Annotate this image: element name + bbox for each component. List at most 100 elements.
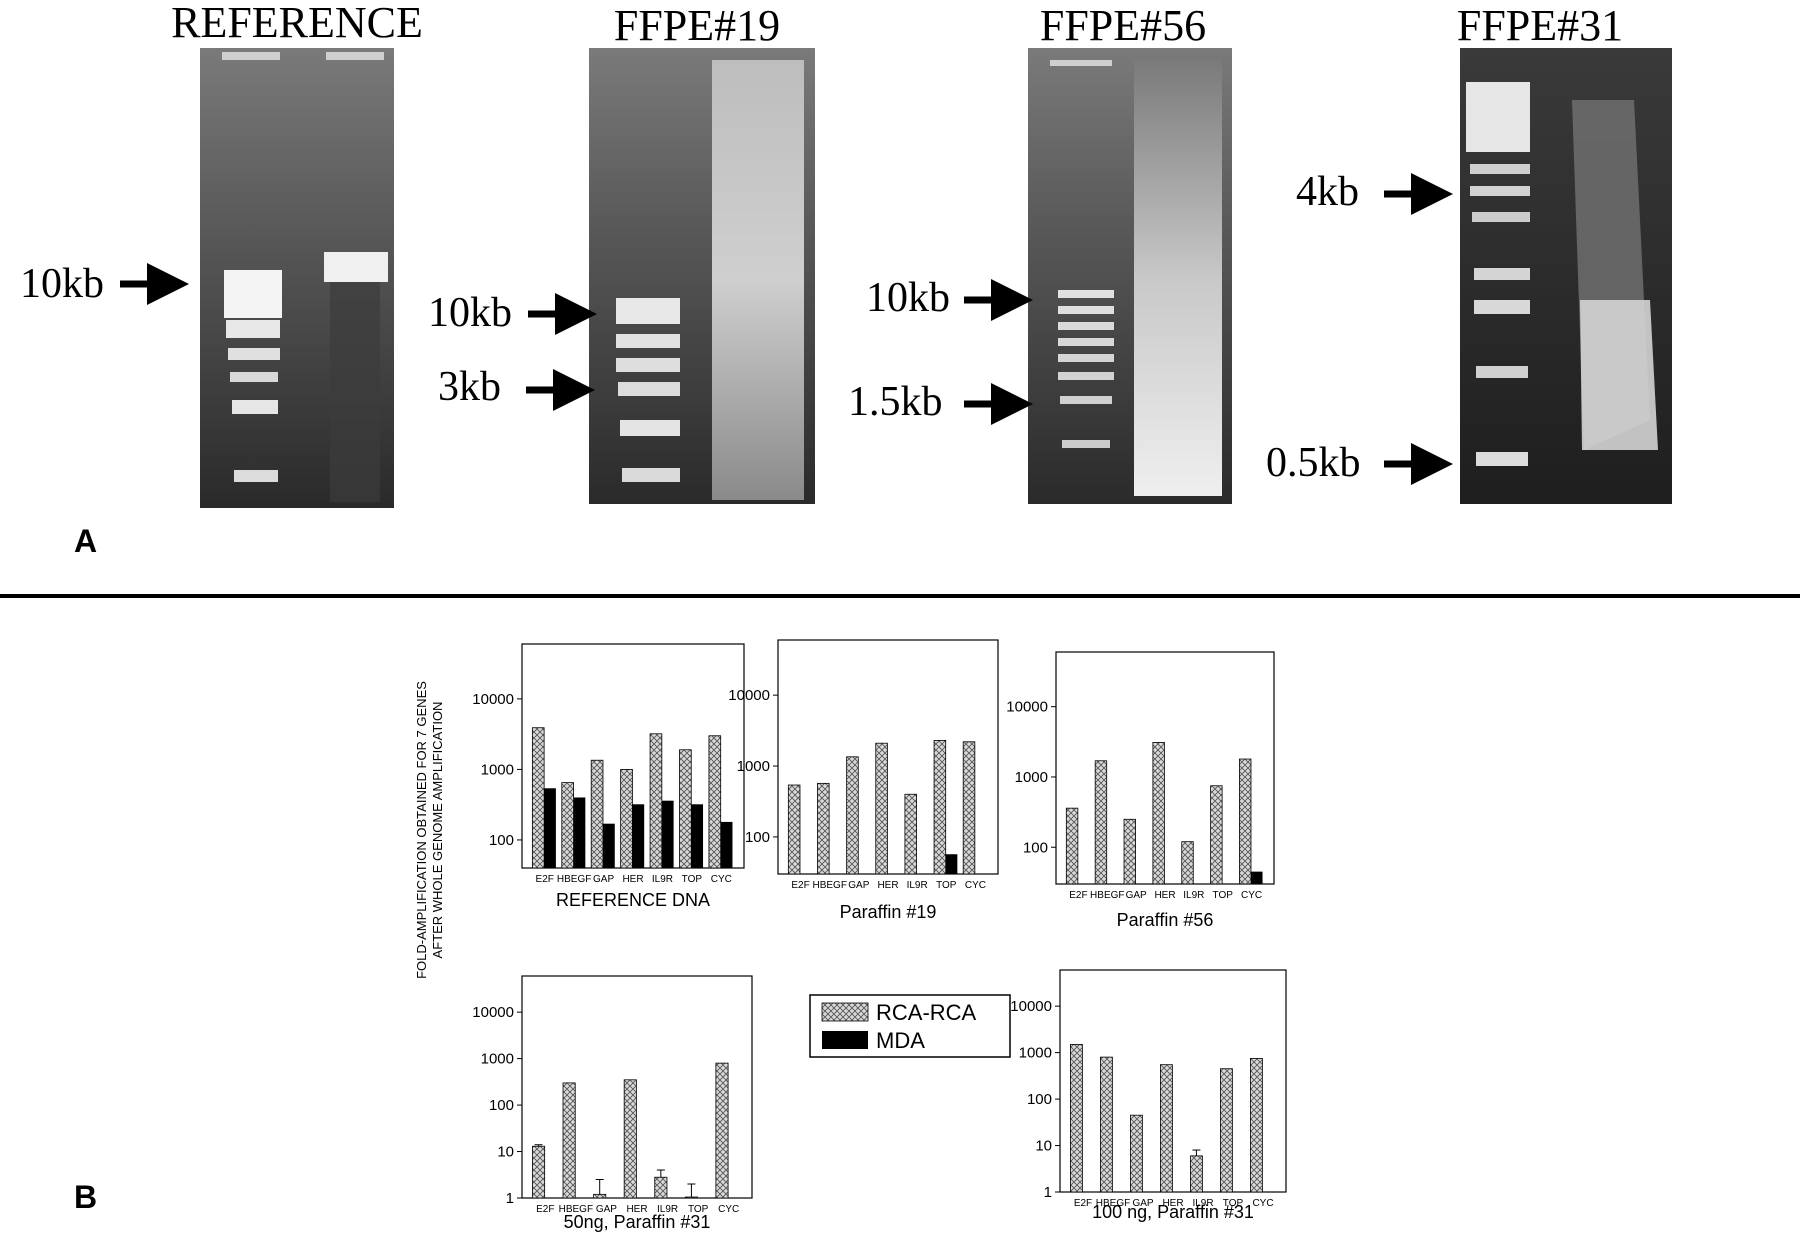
x-tick-label: E2F xyxy=(536,1204,554,1215)
chart-4: 1 10 100 1000 10000 E2F HBEGF GAP HER IL9R TOP CYC 5… xyxy=(472,975,753,1232)
ladder-lane xyxy=(222,52,282,482)
x-tick-label: GAP xyxy=(596,1204,617,1215)
bar-rca-her xyxy=(623,1079,637,1199)
legend-swatch-mda xyxy=(822,1031,868,1049)
bar-rca-her xyxy=(620,769,633,869)
y-tick-label: 10 xyxy=(497,1144,514,1161)
ladder-lane xyxy=(1466,82,1530,466)
gel-title: FFPE#56 xyxy=(1040,1,1206,50)
chart-2: 100 1000 10000 E2F HBEGF GAP HER IL9R TOP CYC Para… xyxy=(728,639,999,922)
gel-title: FFPE#31 xyxy=(1457,1,1623,50)
chart-5: 1 10 100 1000 10000 E2F HBEGF GAP HER IL9R TOP CYC1… xyxy=(1010,969,1287,1222)
ladder-lane xyxy=(1050,60,1114,448)
y-axis-label-line2: AFTER WHOLE GENOME AMPLIFICATION xyxy=(430,702,445,959)
x-tick-label: GAP xyxy=(1132,1198,1153,1209)
bar-mda-top xyxy=(691,804,704,868)
bar-rca-il9r xyxy=(649,733,663,869)
x-tick-label: HBEGF xyxy=(1090,890,1124,901)
x-tick-label: TOP xyxy=(1213,890,1234,901)
bar-rca-il9r xyxy=(1190,1155,1203,1193)
y-tick-label: 10000 xyxy=(1006,699,1048,716)
bar-rca-top xyxy=(679,749,692,869)
bar-rca-e2f xyxy=(1065,807,1079,885)
legend: RCA-RCA MDA xyxy=(809,994,1011,1058)
chart-title: Paraffin #56 xyxy=(1117,910,1214,930)
bar-rca-top xyxy=(933,740,947,875)
bar-rca-hbegf xyxy=(817,782,830,875)
marker-label: 10kb xyxy=(428,290,512,336)
bar-rca-gap xyxy=(1130,1114,1143,1193)
x-tick-label: HBEGF xyxy=(812,880,846,891)
y-tick-label: 100 xyxy=(1027,1091,1052,1108)
plot-frame xyxy=(777,639,999,875)
marker-label: 0.5kb xyxy=(1266,440,1361,486)
x-tick-label: HBEGF xyxy=(557,874,591,885)
bar-mda-hbegf xyxy=(573,797,586,868)
x-tick-label: E2F xyxy=(791,880,809,891)
x-tick-label: GAP xyxy=(593,874,614,885)
bar-rca-e2f xyxy=(787,784,801,875)
bar-rca-hbegf xyxy=(1100,1056,1113,1193)
plot-frame xyxy=(1059,969,1287,1193)
bar-rca-top xyxy=(1220,1068,1233,1193)
x-tick-label: HBEGF xyxy=(559,1204,593,1215)
gel-ffpe19: FFPE#19 10kb 3kb xyxy=(428,1,815,504)
x-tick-label: HER xyxy=(877,880,898,891)
gel-reference: REFERENCE 10kb xyxy=(20,0,423,508)
bar-rca-her xyxy=(1160,1064,1173,1193)
plot-frame xyxy=(521,975,753,1199)
x-tick-label: E2F xyxy=(1069,890,1087,901)
legend-label-mda: MDA xyxy=(876,1028,925,1053)
bar-rca-il9r xyxy=(904,793,917,875)
plot-frame xyxy=(1055,651,1275,885)
bar-rca-top xyxy=(1210,785,1223,885)
y-tick-label: 1 xyxy=(1044,1184,1052,1201)
y-tick-label: 100 xyxy=(489,832,514,849)
x-tick-label: E2F xyxy=(1074,1198,1092,1209)
x-tick-label: HBEGF xyxy=(1096,1198,1130,1209)
x-tick-label: GAP xyxy=(848,880,869,891)
legend-label-rca: RCA-RCA xyxy=(876,1000,977,1025)
marker-label: 10kb xyxy=(20,261,104,307)
bar-rca-gap xyxy=(593,1193,607,1199)
x-tick-label: TOP xyxy=(688,1204,709,1215)
y-axis-label-line1: FOLD-AMPLIFICATION OBTAINED FOR 7 GENES xyxy=(414,681,429,979)
x-tick-label: IL9R xyxy=(1192,1198,1213,1209)
bar-rca-e2f xyxy=(532,1145,546,1199)
chart-1: 100 1000 10000 E2F HBEGF GAP HER IL9R TOP CYCREFE… xyxy=(472,643,745,910)
bar-rca-e2f xyxy=(531,727,545,869)
bar-rca-hbegf xyxy=(562,1082,576,1199)
chart-title: 50ng, Paraffin #31 xyxy=(564,1212,711,1232)
bar-rca-cyc xyxy=(962,741,976,875)
gel-ffpe56: FFPE#56 10kb 1.5kb xyxy=(848,1,1232,504)
bar-rca-her xyxy=(1152,742,1165,885)
panel-label-b: B xyxy=(74,1179,97,1215)
y-tick-label: 100 xyxy=(489,1097,514,1114)
gel-title: REFERENCE xyxy=(171,0,423,47)
bar-rca-gap xyxy=(846,756,859,875)
x-tick-label: GAP xyxy=(1126,890,1147,901)
y-tick-label: 100 xyxy=(1023,839,1048,856)
bar-rca-hbegf xyxy=(561,782,574,869)
bar-rca-il9r xyxy=(654,1176,668,1199)
y-tick-label: 10000 xyxy=(728,687,770,704)
x-tick-label: TOP xyxy=(1223,1198,1244,1209)
x-tick-label: IL9R xyxy=(1183,890,1204,901)
bar-mda-e2f xyxy=(544,788,556,868)
x-tick-label: TOP xyxy=(682,874,703,885)
y-tick-label: 1000 xyxy=(1015,769,1048,786)
y-tick-label: 10000 xyxy=(472,1004,514,1021)
panel-label-a: A xyxy=(74,523,97,559)
bar-mda-cyc xyxy=(720,821,733,868)
x-tick-label: CYC xyxy=(965,880,986,891)
chart-title: Paraffin #19 xyxy=(840,902,937,922)
bar-mda-il9r xyxy=(661,800,674,868)
x-tick-label: CYC xyxy=(718,1204,739,1215)
marker-label: 4kb xyxy=(1296,169,1359,215)
chart-title: 100 ng, Paraffin #31 xyxy=(1092,1202,1254,1222)
bar-rca-cyc xyxy=(1250,1058,1263,1193)
y-tick-label: 10000 xyxy=(1010,998,1052,1015)
x-tick-label: E2F xyxy=(536,874,554,885)
